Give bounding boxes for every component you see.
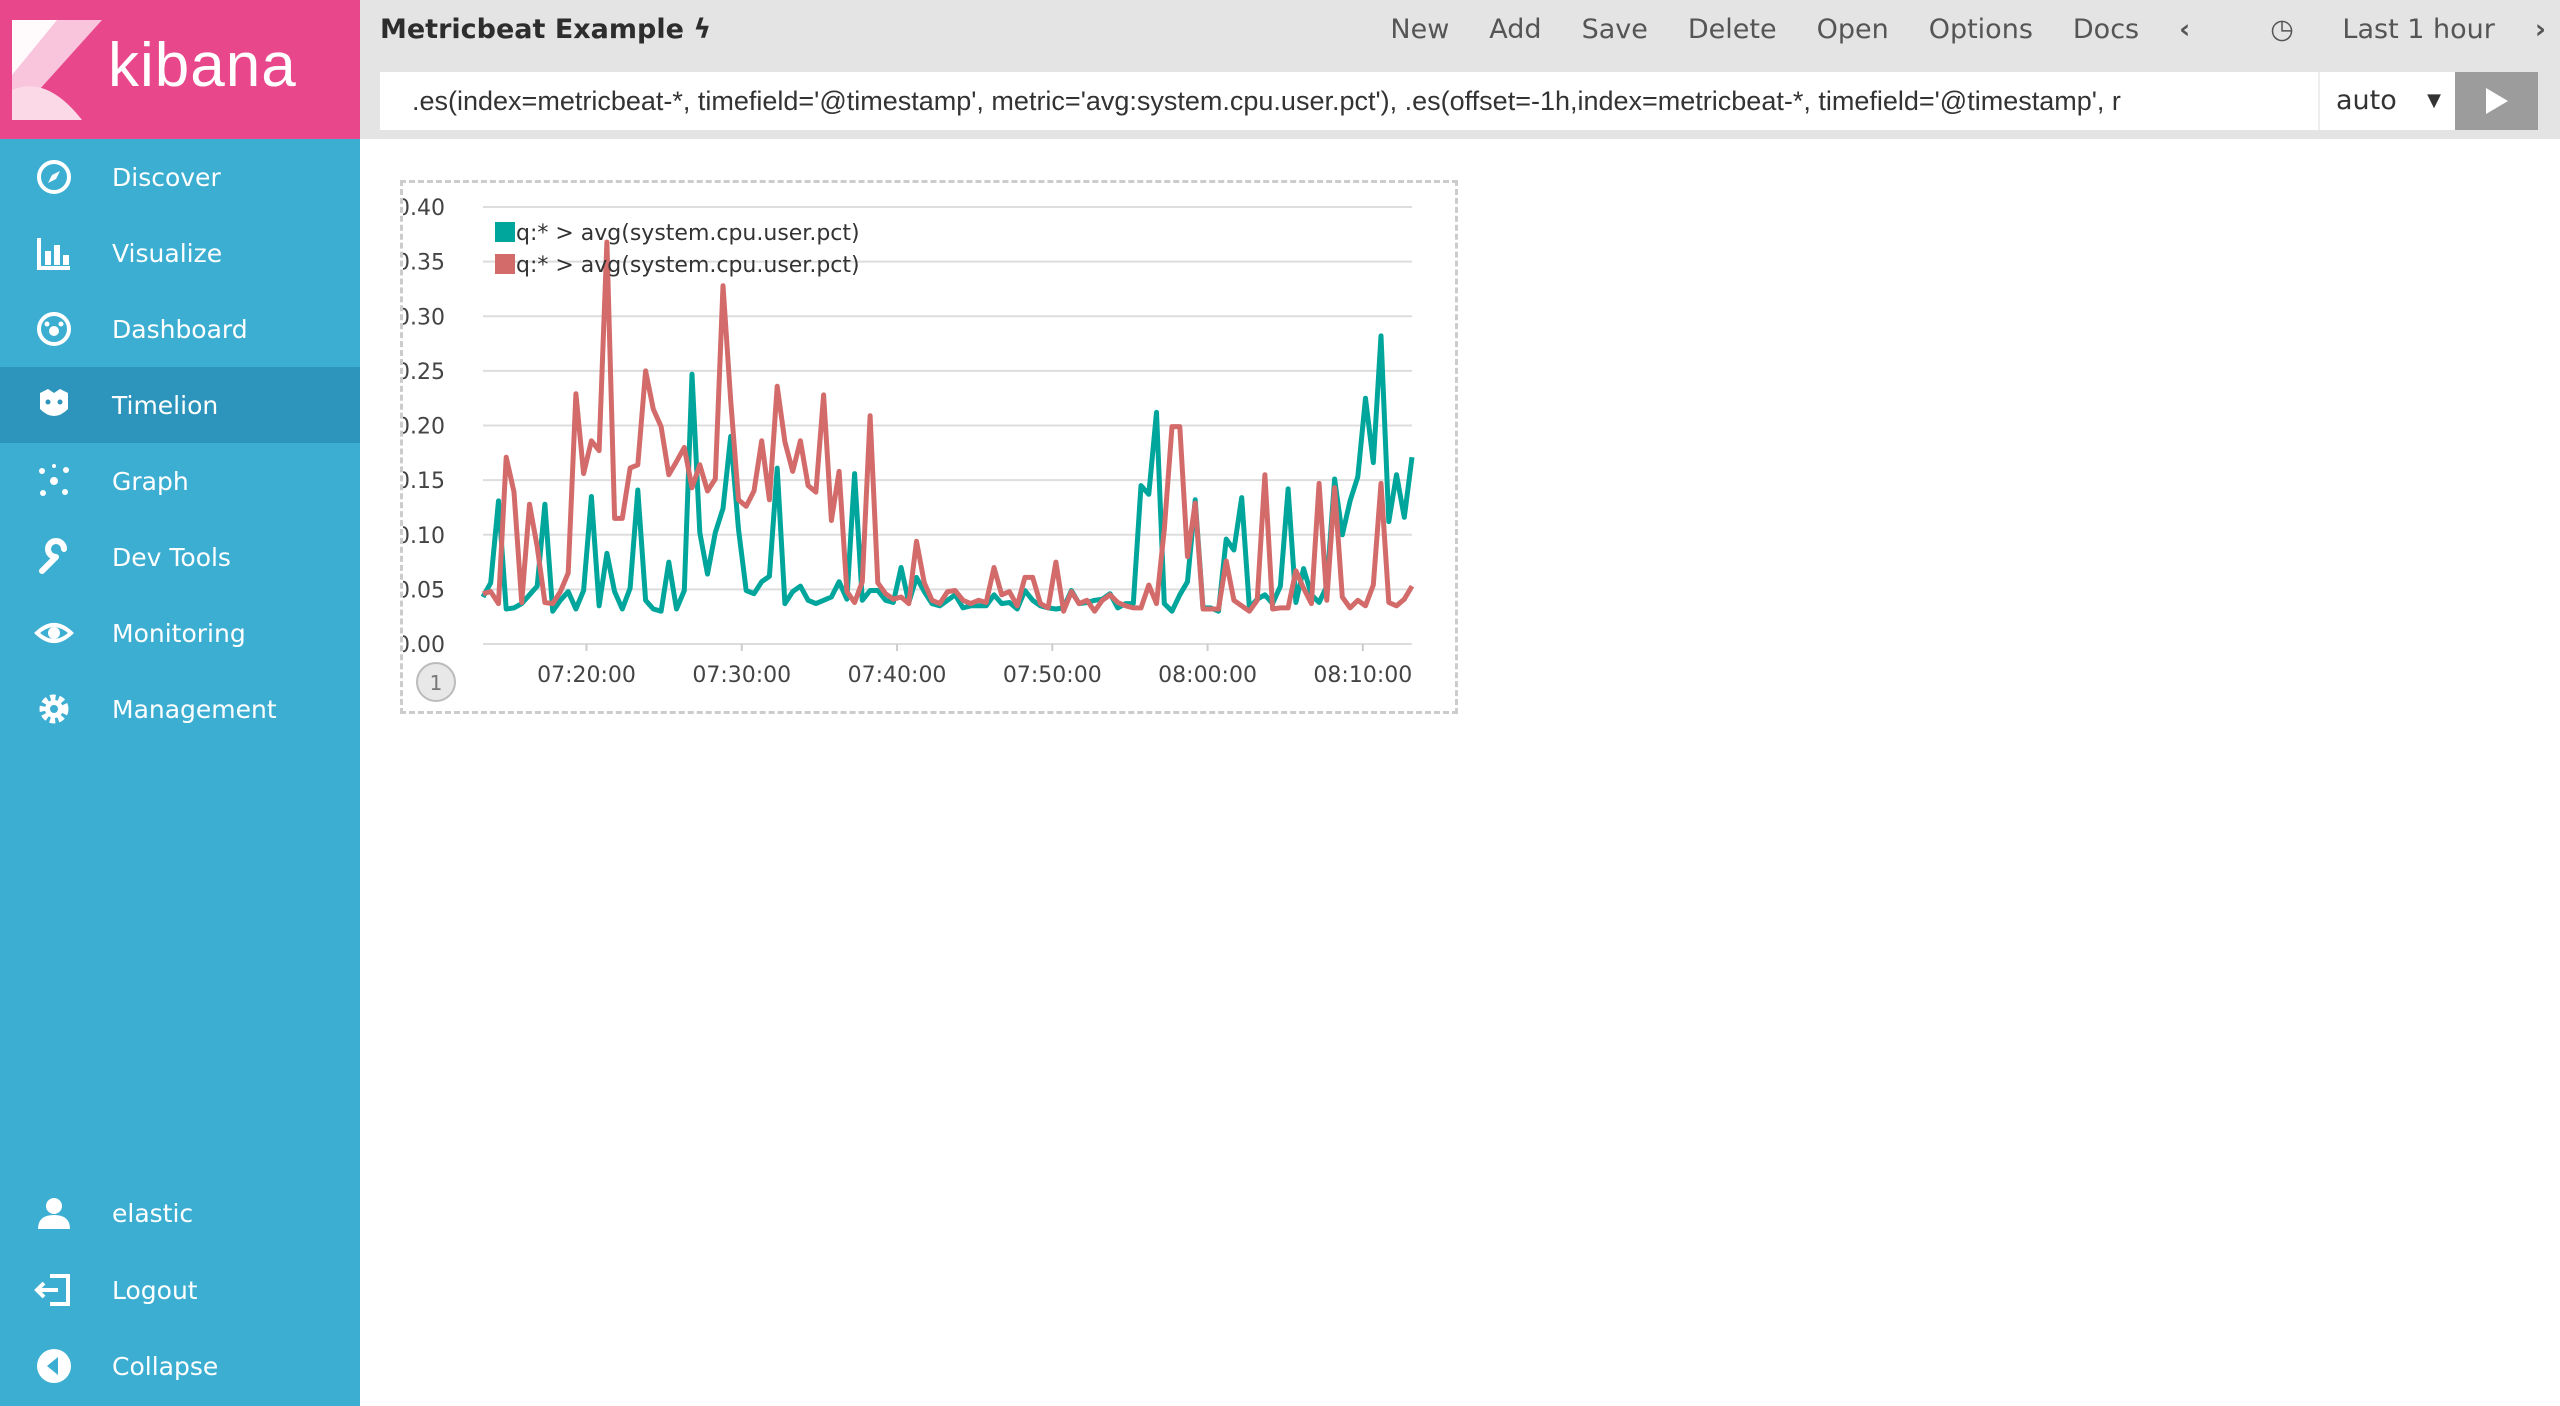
- add-button[interactable]: Add: [1489, 14, 1542, 45]
- x-tick-label: 07:40:00: [848, 663, 947, 688]
- kibana-logo[interactable]: kibana: [0, 0, 360, 139]
- dashboard-icon: [34, 309, 74, 349]
- sidebar-item-timelion[interactable]: Timelion: [0, 367, 360, 443]
- sidebar-item-label: Dashboard: [112, 314, 248, 344]
- time-range-label: Last 1 hour: [2342, 14, 2495, 45]
- sidebar-item-label: Collapse: [112, 1351, 219, 1381]
- logout-icon: [34, 1270, 74, 1310]
- legend-label[interactable]: q:* > avg(system.cpu.user.pct): [516, 253, 860, 278]
- legend-swatch: [495, 254, 515, 274]
- sidebar-item-label: Timelion: [112, 390, 219, 420]
- options-button[interactable]: Options: [1928, 14, 2033, 45]
- page-title: Metricbeat Example ϟ: [380, 14, 711, 45]
- kibana-wordmark: kibana: [108, 31, 297, 100]
- chart-panel[interactable]: 0.00 0.05 0.10 0.15 0.20 0.25 0.30 0.35 0.40 07:2…: [400, 180, 1458, 714]
- legend-swatch: [495, 222, 515, 242]
- clock-icon: ◷: [2270, 14, 2294, 45]
- interval-value: auto: [2336, 85, 2397, 116]
- wrench-icon: [34, 537, 74, 577]
- x-tick-label: 08:10:00: [1313, 663, 1412, 688]
- chevron-left-icon[interactable]: ‹: [2179, 14, 2191, 45]
- sidebar-item-collapse[interactable]: Collapse: [0, 1328, 360, 1404]
- legend-label[interactable]: q:* > avg(system.cpu.user.pct): [516, 221, 860, 246]
- sidebar-item-monitoring[interactable]: Monitoring: [0, 595, 360, 671]
- y-tick-label: 0.20: [403, 415, 445, 440]
- y-tick-label: 0.15: [403, 469, 445, 494]
- timelion-icon: [34, 385, 74, 425]
- gear-icon: [34, 689, 74, 729]
- sidebar-item-discover[interactable]: Discover: [0, 139, 360, 215]
- sidebar-item-visualize[interactable]: Visualize: [0, 215, 360, 291]
- sidebar-item-label: Monitoring: [112, 618, 246, 648]
- sidebar-item-label: Dev Tools: [112, 542, 231, 572]
- sidebar-item-dashboard[interactable]: Dashboard: [0, 291, 360, 367]
- collapse-icon: [34, 1346, 74, 1386]
- compass-icon: [34, 157, 74, 197]
- x-tick-label: 08:00:00: [1158, 663, 1257, 688]
- top-nav: Metricbeat Example ϟ New Add Save Delete…: [360, 0, 2560, 139]
- sheet-title: Metricbeat Example: [380, 14, 684, 45]
- bar-chart-icon: [34, 233, 74, 273]
- series-line-2: [482, 239, 1415, 614]
- sidebar-item-label: Graph: [112, 466, 189, 496]
- save-button[interactable]: Save: [1581, 14, 1648, 45]
- page-badge[interactable]: [416, 662, 456, 702]
- sidebar-item-dev-tools[interactable]: Dev Tools: [0, 519, 360, 595]
- y-tick-label: 0.05: [403, 578, 445, 603]
- sidebar-item-label: Visualize: [112, 238, 223, 268]
- x-tick-label: 07:50:00: [1003, 663, 1102, 688]
- y-tick-label: 0.25: [403, 360, 445, 385]
- interval-select[interactable]: auto ▼: [2318, 72, 2455, 130]
- sidebar-item-elastic[interactable]: elastic: [0, 1175, 360, 1251]
- caret-down-icon: ▼: [2427, 90, 2441, 111]
- y-tick-label: 0.35: [403, 251, 445, 276]
- time-picker[interactable]: ◷ Last 1 hour: [2230, 14, 2495, 45]
- sidebar-item-graph[interactable]: Graph: [0, 443, 360, 519]
- eye-icon: [34, 613, 74, 653]
- graph-icon: [34, 461, 74, 501]
- chevron-right-icon[interactable]: ›: [2534, 14, 2546, 45]
- user-icon: [34, 1193, 74, 1233]
- sidebar-item-label: Management: [112, 694, 277, 724]
- x-tick-label: 07:20:00: [537, 663, 636, 688]
- timelion-chart: 0.00 0.05 0.10 0.15 0.20 0.25 0.30 0.35 0.40 07:2…: [403, 196, 1415, 702]
- y-tick-label: 0.30: [403, 305, 445, 330]
- top-menu: New Add Save Delete Open Options Docs ‹ …: [1350, 14, 2546, 45]
- sidebar-item-label: Discover: [112, 162, 221, 192]
- kibana-logo-icon: [12, 20, 102, 120]
- sidebar-item-management[interactable]: Management: [0, 671, 360, 747]
- bolt-icon: ϟ: [693, 14, 712, 45]
- sidebar: kibana Discover Visualize Dashboard Timelio…: [0, 0, 360, 1406]
- expression-input[interactable]: .es(index=metricbeat-*, timefield='@time…: [380, 72, 2318, 130]
- y-tick-label: 0.40: [403, 196, 445, 221]
- sidebar-item-logout[interactable]: Logout: [0, 1252, 360, 1328]
- docs-button[interactable]: Docs: [2072, 14, 2140, 45]
- y-tick-label: 0.10: [403, 524, 445, 549]
- sidebar-item-label: Logout: [112, 1275, 198, 1305]
- run-button[interactable]: [2455, 72, 2538, 130]
- play-icon: [2485, 88, 2508, 114]
- open-button[interactable]: Open: [1816, 14, 1889, 45]
- y-tick-label: 0.00: [403, 633, 445, 658]
- x-tick-label: 07:30:00: [692, 663, 791, 688]
- delete-button[interactable]: Delete: [1687, 14, 1777, 45]
- new-button[interactable]: New: [1390, 14, 1450, 45]
- page-badge-label: 1: [430, 671, 443, 695]
- sidebar-item-label: elastic: [112, 1198, 194, 1228]
